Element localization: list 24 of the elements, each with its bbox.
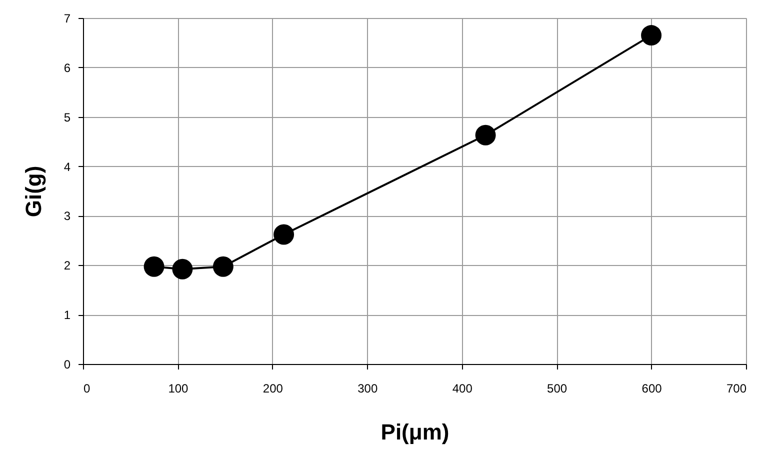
y-tick-label: 3 — [64, 209, 71, 224]
x-axis-title: Pi(μm) — [380, 420, 450, 444]
x-tick-label: 300 — [358, 382, 378, 396]
y-tick-label: 7 — [64, 12, 71, 26]
y-tick-label: 0 — [64, 358, 71, 372]
x-tick-label: 100 — [168, 382, 189, 396]
x-tick-label: 200 — [262, 382, 284, 396]
x-tick-label: 600 — [642, 382, 662, 396]
point — [641, 25, 662, 46]
x-tick-label: 700 — [726, 382, 747, 396]
point — [144, 256, 164, 277]
point — [274, 224, 294, 245]
x-tick-label: 0 — [84, 382, 90, 396]
y-tick-label: 6 — [64, 60, 71, 75]
x-tick-label: 400 — [452, 382, 473, 396]
point — [172, 258, 193, 280]
y-tick-label: 5 — [64, 110, 71, 124]
point — [475, 124, 496, 146]
y-axis-title: Gi(g) — [20, 166, 46, 218]
y-tick-label: 1 — [64, 308, 71, 322]
y-tick-label: 4 — [64, 160, 71, 174]
point — [212, 256, 234, 277]
x-tick-label: 500 — [547, 382, 568, 396]
y-tick-label: 2 — [64, 258, 71, 273]
